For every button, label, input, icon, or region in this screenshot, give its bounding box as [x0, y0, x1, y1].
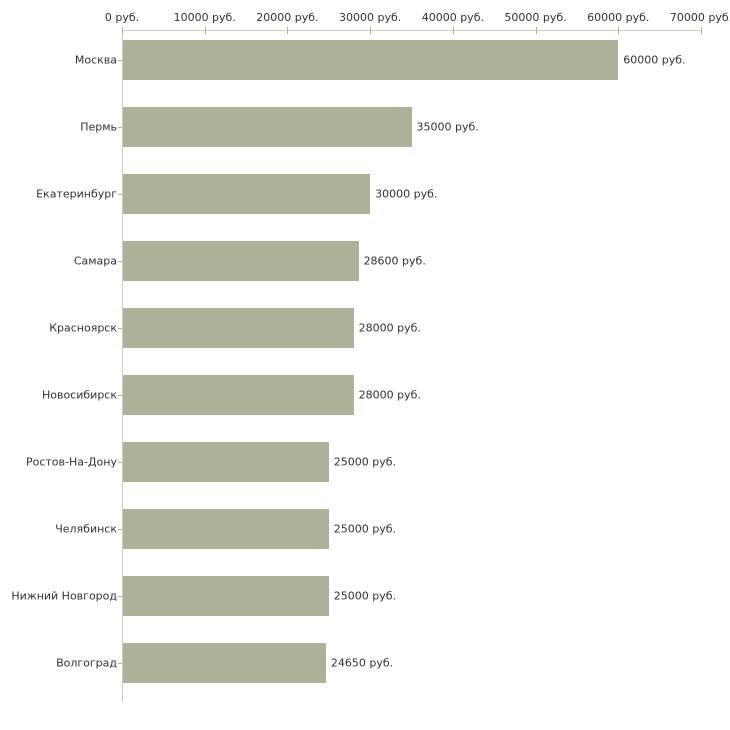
category-tick	[118, 529, 122, 530]
bar	[123, 241, 359, 281]
x-axis-tick-label: 20000 руб.	[256, 11, 319, 24]
x-axis-tick	[535, 27, 537, 34]
bar	[123, 40, 619, 80]
category-tick	[118, 60, 122, 61]
bar	[123, 442, 329, 482]
x-axis-tick	[618, 27, 620, 34]
category-label: Пермь	[80, 120, 117, 134]
category-label: Екатеринбург	[36, 187, 117, 201]
value-label: 28600 руб.	[363, 254, 426, 268]
bar	[123, 174, 371, 214]
x-axis-tick-label: 40000 руб.	[421, 11, 484, 24]
category-tick	[118, 261, 122, 262]
category-tick	[118, 596, 122, 597]
category-tick	[118, 127, 122, 128]
category-label: Нижний Новгород	[11, 589, 117, 603]
value-label: 60000 руб.	[623, 53, 686, 67]
value-label: 28000 руб.	[358, 388, 421, 402]
x-axis-tick	[701, 27, 702, 34]
category-tick	[118, 194, 122, 195]
value-label: 28000 руб.	[358, 321, 421, 335]
x-axis-tick	[452, 27, 454, 34]
x-axis-tick	[122, 27, 123, 34]
y-axis-line	[122, 27, 123, 702]
x-axis-tick-label: 50000 руб.	[504, 11, 567, 24]
value-label: 25000 руб.	[333, 455, 397, 469]
x-axis-tick	[287, 27, 289, 34]
x-axis-tick-label: 10000 руб.	[173, 11, 236, 24]
value-label: 30000 руб.	[375, 187, 438, 201]
bar	[123, 375, 354, 415]
x-axis-tick-label: 0 руб.	[104, 11, 140, 24]
category-label: Красноярск	[49, 321, 117, 335]
category-tick	[118, 328, 122, 329]
category-label: Волгоград	[56, 656, 117, 670]
x-axis-tick-label: 30000 руб.	[339, 11, 402, 24]
value-label: 25000 руб.	[333, 522, 397, 536]
bar	[123, 643, 326, 683]
bar	[123, 576, 329, 616]
category-tick	[118, 663, 122, 664]
x-axis-tick	[204, 27, 206, 34]
x-axis-line	[122, 30, 701, 31]
category-tick	[118, 395, 122, 396]
x-axis-tick-label: 70000 руб.	[669, 11, 730, 24]
category-label: Новосибирск	[41, 388, 117, 402]
value-label: 25000 руб.	[333, 589, 397, 603]
category-label: Челябинск	[55, 522, 117, 536]
category-label: Ростов-На-Дону	[25, 455, 117, 469]
value-label: 24650 руб.	[330, 656, 394, 670]
bar	[123, 107, 412, 147]
bar	[123, 509, 329, 549]
x-axis-tick-label: 60000 руб.	[587, 11, 650, 24]
bar	[123, 308, 354, 348]
category-label: Самара	[73, 254, 117, 268]
category-label: Москва	[74, 53, 117, 67]
value-label: 35000 руб.	[416, 120, 479, 134]
category-tick	[118, 462, 122, 463]
x-axis-tick	[370, 27, 372, 34]
